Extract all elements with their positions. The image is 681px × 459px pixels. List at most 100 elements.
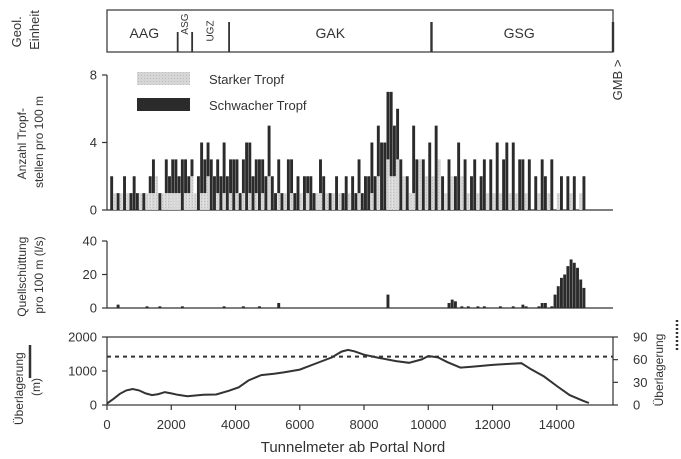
drip-bar-strong (476, 193, 480, 210)
spring-y-tick-label: 20 (83, 267, 97, 282)
drip-bar-weak (235, 159, 239, 194)
spring-bar (556, 286, 560, 308)
x-tick-label: 6000 (285, 417, 314, 432)
drip-bar-weak (270, 176, 274, 210)
drip-bar-strong (486, 193, 490, 210)
drip-bar-strong (168, 193, 171, 210)
drip-bar-strong (241, 193, 245, 210)
drip-bar-strong (177, 193, 181, 210)
drip-bar-weak (129, 193, 133, 210)
drip-bar-weak (241, 159, 245, 194)
drip-bar-strong (569, 193, 573, 210)
drip-bar-weak (373, 176, 377, 210)
drip-bar-weak (482, 159, 486, 210)
drip-bar-weak (495, 142, 499, 210)
drip-bar-weak (479, 176, 483, 210)
overburden-panel: Überlagerung (m) Überlagerung 0100020000… (12, 320, 679, 456)
drip-bar-weak (251, 176, 255, 210)
drip-bar-weak (322, 176, 326, 210)
drip-bar-weak (135, 193, 139, 210)
legend-label-strong: Starker Tropf (209, 72, 285, 87)
drip-bar-weak (354, 193, 358, 210)
drip-bar-weak (209, 159, 213, 210)
drip-bar-weak (261, 159, 265, 194)
drip-bar-weak (380, 142, 383, 210)
drip-bar-weak (489, 159, 493, 210)
spring-bars (116, 259, 586, 308)
drip-bar-weak (296, 176, 300, 210)
spring-bar (511, 306, 515, 308)
spring-y-tick-label: 0 (90, 301, 97, 316)
drip-bar-weak (351, 176, 355, 210)
drip-bar-weak (367, 176, 371, 210)
drip-bar-strong (579, 193, 583, 210)
drip-y-tick-label: 4 (90, 135, 97, 150)
drip-bar-weak (434, 125, 438, 210)
drip-bar-strong (408, 193, 412, 210)
drip-bar-weak (470, 176, 473, 210)
drip-bar-weak (421, 159, 425, 210)
drip-bar-strong (376, 176, 380, 210)
drip-bar-strong (460, 176, 464, 210)
drip-bar-weak (312, 193, 316, 210)
x-tick-label: 14000 (539, 417, 575, 432)
spring-y-tick-label: 40 (83, 234, 97, 249)
overburden-right-tick-label: 30 (633, 375, 647, 390)
spring-bar (566, 266, 570, 308)
drip-bar-weak (396, 108, 400, 160)
drip-bar-weak (302, 176, 306, 210)
drip-bar-weak (447, 159, 451, 210)
drip-bar-strong (190, 176, 194, 210)
spring-bar (447, 302, 451, 308)
drip-bar-weak (151, 159, 155, 194)
drip-bar-strong (412, 193, 416, 210)
drip-bar-weak (257, 159, 261, 210)
drip-bar-strong (450, 176, 454, 210)
geology-boundaries (176, 22, 615, 52)
spring-bar (466, 306, 470, 308)
overburden-ylabel-right: Überlagerung (652, 334, 666, 407)
drip-bar-strong (203, 193, 207, 210)
spring-bar (572, 262, 576, 308)
spring-bar (563, 274, 567, 308)
drip-bar-strong (200, 193, 204, 210)
drip-bar-weak (502, 159, 506, 210)
spring-bar (550, 306, 554, 308)
drip-bar-strong (444, 193, 448, 210)
drip-bar-weak (277, 159, 281, 194)
drip-bar-weak (142, 193, 146, 210)
overburden-solid-line (106, 348, 590, 405)
drip-bar-weak (274, 193, 277, 210)
spring-bar (569, 259, 573, 308)
drip-bar-strong (171, 193, 175, 210)
drip-bar-strong (277, 193, 281, 210)
drip-bar-weak (306, 176, 310, 194)
drip-bar-weak (521, 159, 525, 210)
drip-bar-strong (319, 193, 322, 210)
drip-bar-strong (222, 193, 226, 210)
drip-bar-weak (376, 125, 380, 177)
drip-bar-weak (184, 159, 188, 194)
drip-bar-weak (290, 159, 294, 194)
geology-unit-aag: AAG (130, 25, 160, 41)
drip-bar-weak (187, 176, 191, 194)
drip-bar-weak (392, 125, 396, 177)
geology-ylabel: Geol. Einheit (9, 10, 42, 50)
drip-bar-strong (547, 193, 551, 210)
x-tick-label: 2000 (157, 417, 186, 432)
drip-bar-strong (370, 193, 374, 210)
drip-bar-weak (328, 193, 332, 210)
drip-bar-weak (566, 176, 570, 210)
drip-bar-strong (290, 193, 294, 210)
drip-bar-weak (550, 159, 554, 210)
x-tick-label: 0 (103, 417, 110, 432)
geology-panel: Geol. Einheit AAG ASG UGZ GAK GSG GMB > (9, 9, 625, 101)
drip-bar-weak (441, 176, 445, 210)
spring-bar (145, 306, 149, 308)
drip-bar-weak (399, 159, 403, 210)
drip-bar-strong (184, 193, 188, 210)
drip-bar-strong (392, 176, 396, 210)
gmb-annotation: GMB > (610, 60, 625, 101)
spring-bar (537, 306, 541, 308)
drip-bar-strong (174, 193, 178, 210)
